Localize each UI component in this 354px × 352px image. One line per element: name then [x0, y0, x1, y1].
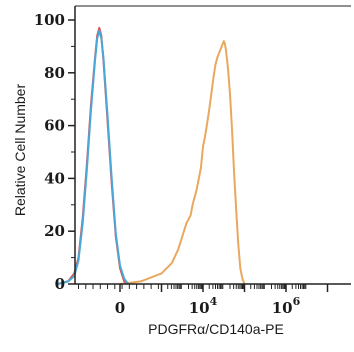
y-tick-label-20: 20: [44, 222, 65, 240]
x-tick-label-3: 106: [272, 295, 301, 317]
y-tick-label-100: 100: [34, 11, 65, 29]
y-tick-label-80: 80: [44, 64, 65, 82]
y-tick-label-0: 0: [55, 275, 65, 293]
x-tick-label-1: 0: [115, 299, 125, 317]
histogram-series-3: [57, 29, 130, 285]
histogram-series-1: [119, 40, 246, 285]
axes-layer: 0 20 40 60 80 100 0 104 106: [34, 5, 351, 317]
series-layer: [57, 26, 246, 285]
y-axis-title: Relative Cell Number: [12, 84, 28, 217]
x-tick-exponent: 4: [210, 295, 218, 308]
x-axis-title: PDGFRα/CD140a-PE: [148, 321, 284, 337]
y-tick-label-60: 60: [44, 117, 65, 135]
x-tick-exponent: 6: [293, 295, 301, 308]
y-tick-label-40: 40: [44, 169, 65, 187]
x-tick-label-2: 104: [189, 295, 218, 317]
